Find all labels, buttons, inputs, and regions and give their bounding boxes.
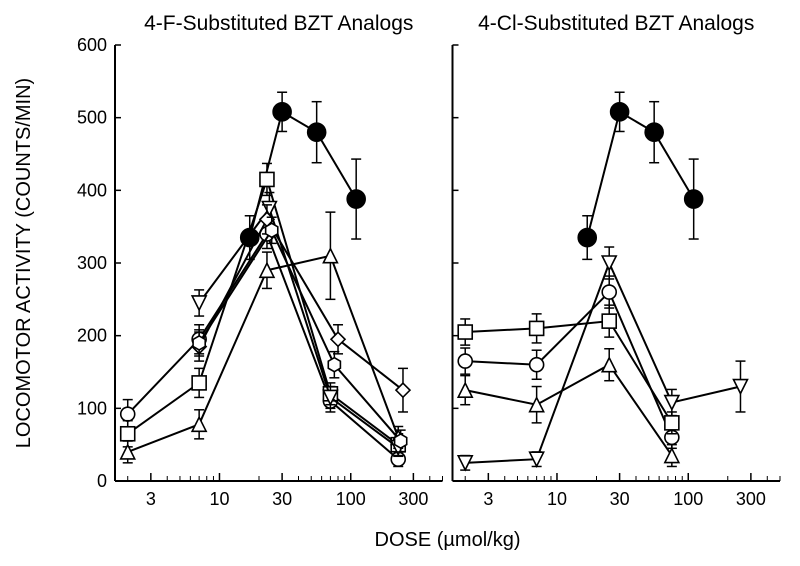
series-hexagon (193, 217, 407, 452)
xtick-label: 10 (547, 489, 567, 509)
series-square (121, 163, 406, 455)
ytick-label: 0 (97, 471, 107, 491)
xtick-label: 100 (673, 489, 703, 509)
series-square (458, 305, 679, 434)
xtick-label: 30 (610, 489, 630, 509)
panel-right: 4-Cl-Substituted BZT Analogs 3 10 30 100 300 (453, 12, 781, 509)
series-filled-circle (578, 92, 702, 259)
xtick-label: 3 (483, 489, 493, 509)
y-axis-label: LOCOMOTOR ACTIVITY (COUNTS/MIN) (13, 78, 35, 448)
ytick-label: 300 (77, 253, 107, 273)
xtick-label: 100 (336, 489, 366, 509)
series-circle (458, 276, 679, 448)
xtick-label: 30 (272, 489, 292, 509)
x-axis-label: DOSE (µmol/kg) (375, 529, 521, 551)
ytick-label: 100 (77, 398, 107, 418)
series-triangle-down (458, 247, 747, 470)
ytick-label: 600 (77, 35, 107, 55)
xtick-label: 3 (146, 489, 156, 509)
chart-svg: LOCOMOTOR ACTIVITY (COUNTS/MIN) DOSE (µmo… (0, 0, 800, 566)
ytick-label: 500 (77, 108, 107, 128)
xtick-label: 300 (398, 489, 428, 509)
ytick-label: 400 (77, 180, 107, 200)
panel-left: 4-F-Substituted BZT Analogs 0 100 200 300 400… (77, 12, 443, 509)
xtick-label: 300 (736, 489, 766, 509)
series-triangle-down (192, 193, 405, 457)
figure: LOCOMOTOR ACTIVITY (COUNTS/MIN) DOSE (µmo… (0, 0, 800, 566)
panel-title-right: 4-Cl-Substituted BZT Analogs (478, 12, 754, 35)
ytick-label: 200 (77, 326, 107, 346)
series-triangle-up (458, 349, 679, 467)
series-triangle-up (121, 212, 406, 463)
xtick-label: 10 (209, 489, 229, 509)
panel-title-left: 4-F-Substituted BZT Analogs (144, 12, 413, 35)
